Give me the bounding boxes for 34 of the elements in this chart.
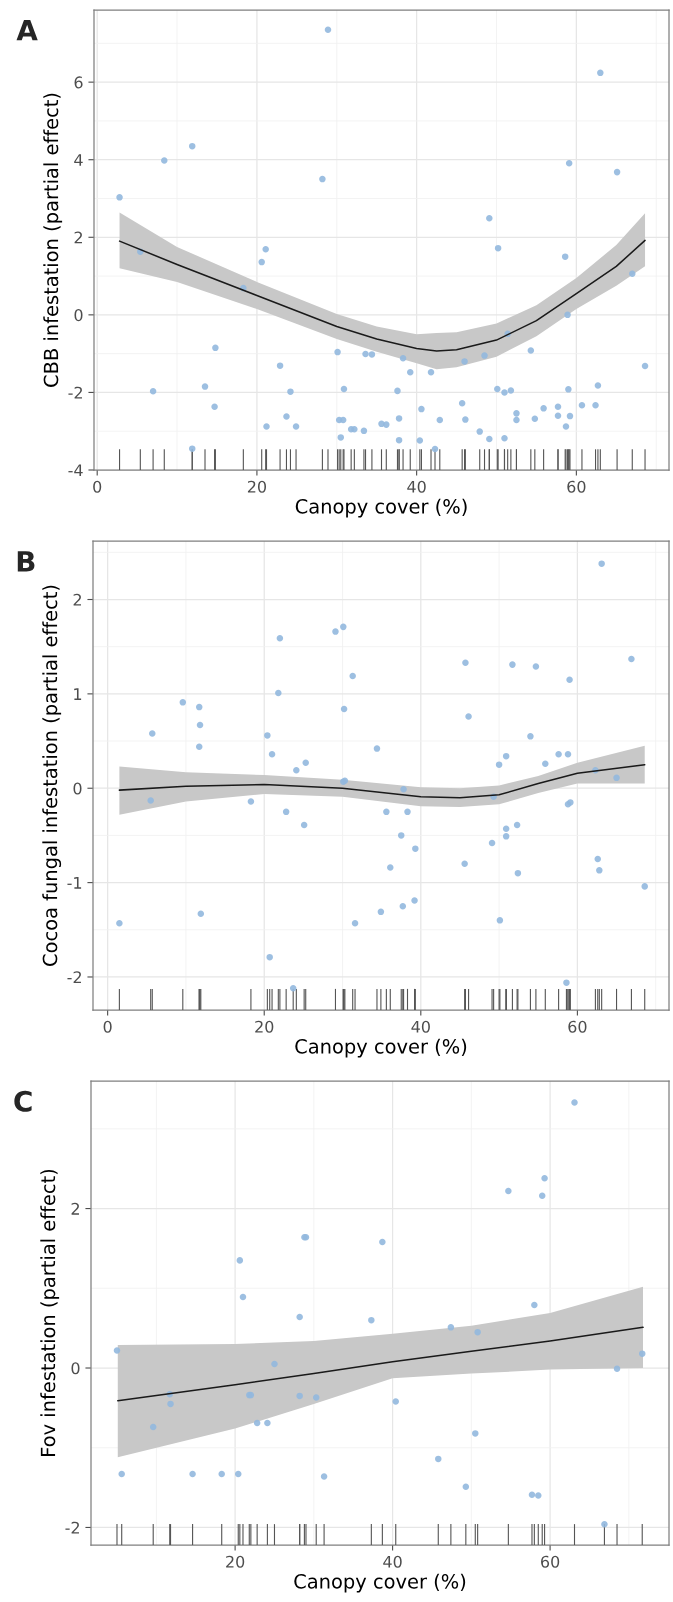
- x-axis-title: Canopy cover (%): [295, 1038, 467, 1058]
- chart-title: B: [17, 551, 35, 572]
- chart-title: A: [16, 20, 38, 41]
- chart-title: C: [14, 1090, 32, 1112]
- y-tick-label: -4: [68, 464, 83, 477]
- x-axis-title: Canopy cover (%): [295, 498, 467, 518]
- x-tick-label: 60: [541, 1555, 560, 1568]
- x-axis-title: Canopy cover (%): [294, 1573, 466, 1593]
- x-tick-label: 40: [407, 480, 426, 493]
- x-tick-label: 20: [247, 480, 267, 493]
- y-tick-label: -2: [68, 386, 82, 399]
- y-tick-label: 0: [73, 782, 82, 795]
- x-tick-label: 0: [103, 1020, 112, 1033]
- y-axis-title: CBB infestation (partial effect): [43, 93, 63, 387]
- y-axis-title: Cocoa fungal infestation (partial effect): [42, 585, 62, 966]
- y-tick-label: -2: [65, 1521, 79, 1534]
- y-tick-label: -2: [67, 971, 81, 984]
- x-tick-label: 0: [93, 480, 102, 493]
- y-tick-label: 2: [71, 1202, 79, 1215]
- y-tick-label: 4: [74, 154, 83, 166]
- x-tick-label: 20: [255, 1020, 274, 1033]
- x-tick-label: 40: [383, 1555, 402, 1568]
- x-tick-label: 40: [411, 1020, 430, 1033]
- y-tick-label: 6: [74, 76, 83, 89]
- y-axis-title: Fov infestation (partial effect): [40, 1169, 60, 1456]
- y-tick-label: 0: [71, 1362, 80, 1375]
- y-tick-label: 2: [74, 231, 82, 244]
- y-tick-label: 0: [74, 309, 83, 322]
- y-tick-label: -1: [67, 877, 82, 889]
- x-tick-label: 60: [568, 1020, 587, 1033]
- x-tick-label: 20: [226, 1555, 245, 1568]
- y-tick-label: 1: [74, 688, 82, 700]
- x-tick-label: 60: [567, 480, 586, 493]
- y-tick-label: 2: [73, 593, 81, 606]
